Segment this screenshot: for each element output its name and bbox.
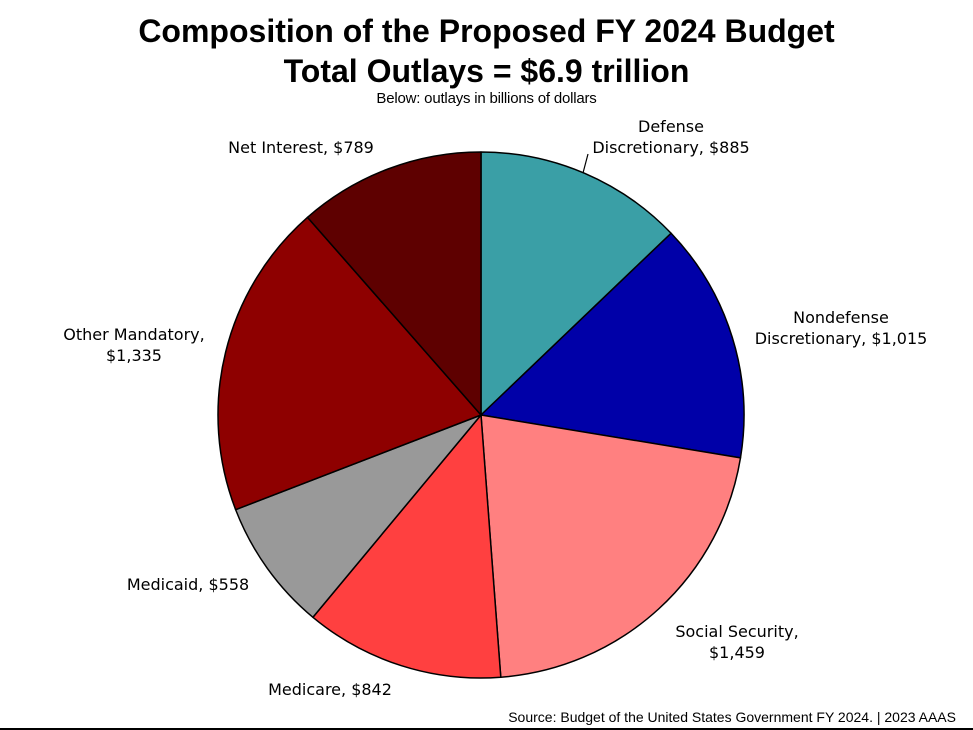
pie-slice-social-security <box>480 414 742 678</box>
pie-slice-nondefense-discretionary <box>480 232 745 459</box>
slice-label-nondefense-discretionary: Nondefense Discretionary, $1,015 <box>755 308 928 348</box>
slice-label-medicare: Medicare, $842 <box>268 680 392 699</box>
slice-label-defense-discretionary: Defense Discretionary, $885 <box>592 117 749 157</box>
pie-slice-medicare <box>312 414 502 679</box>
slice-label-medicaid: Medicaid, $558 <box>127 575 249 594</box>
leader-line-defense-discretionary <box>582 153 589 174</box>
slice-label-social-security: Social Security, $1,459 <box>675 622 798 662</box>
chart-title-total: Total Outlays = $6.9 trillion <box>283 53 690 89</box>
chart-subtitle: Below: outlays in billions of dollars <box>376 90 597 107</box>
pie-slice-other-mandatory <box>217 216 482 511</box>
slice-label-other-mandatory: Other Mandatory, $1,335 <box>63 325 204 365</box>
chart-title: Composition of the Proposed FY 2024 Budg… <box>138 13 835 49</box>
slice-label-net-interest: Net Interest, $789 <box>228 138 374 157</box>
pie-slice-medicaid <box>234 414 482 619</box>
bottom-rule <box>0 728 973 730</box>
pie-slices <box>217 151 745 679</box>
pie-slice-defense-discretionary <box>480 151 672 416</box>
pie-slice-net-interest <box>306 151 482 416</box>
pie-labels: Defense Discretionary, $885 Nondefense Disc… <box>63 117 927 699</box>
source-note: Source: Budget of the United States Gove… <box>508 709 956 725</box>
